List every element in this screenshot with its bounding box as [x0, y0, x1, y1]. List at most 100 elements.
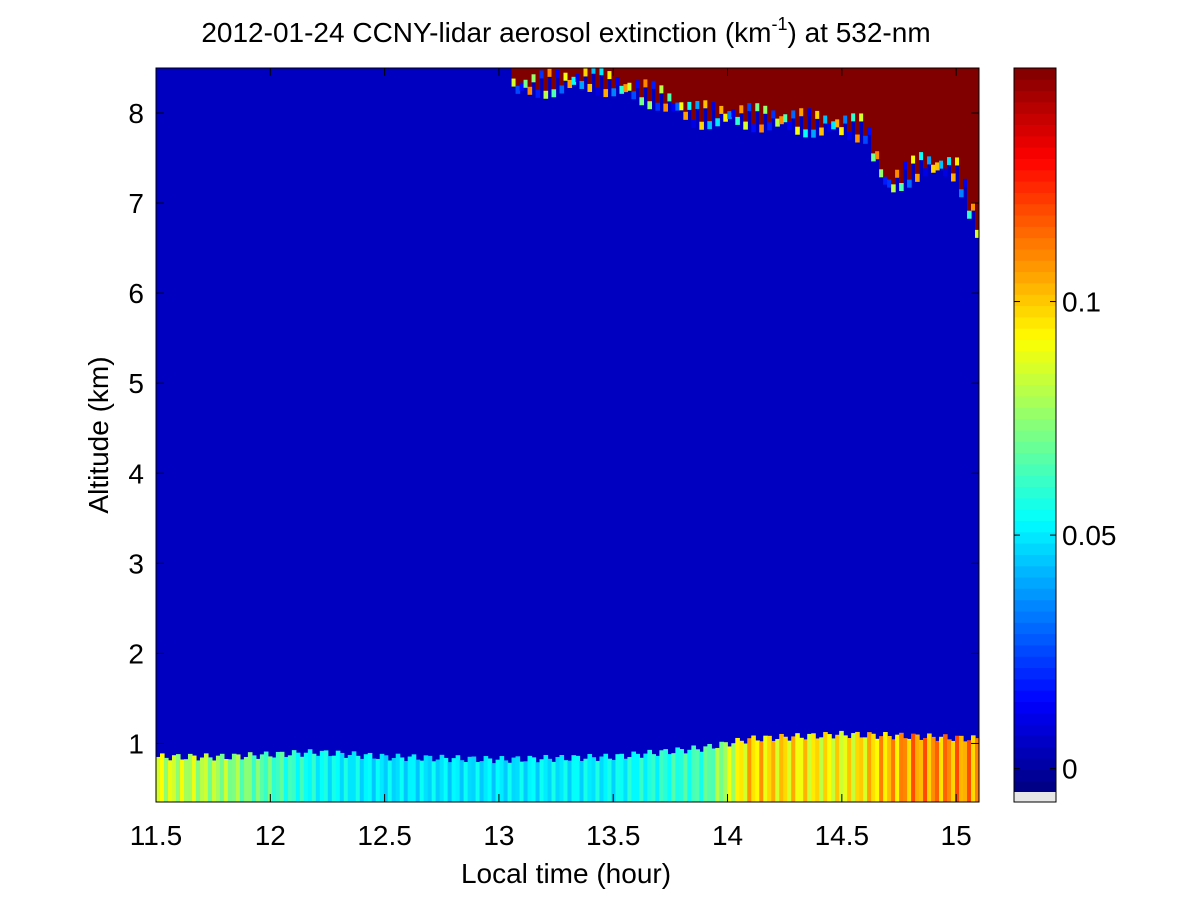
boundary-layer-cell [619, 753, 625, 802]
boundary-layer-cell [195, 760, 201, 802]
boundary-layer-cell [839, 730, 844, 802]
cirrus-cell [963, 68, 968, 181]
colorbar-swatch [1014, 565, 1056, 578]
boundary-layer-cell [483, 756, 489, 802]
cirrus-cell [915, 68, 920, 176]
colorbar-swatch [1014, 384, 1056, 397]
colorbar-tick-label: 0.1 [1062, 287, 1101, 318]
boundary-layer-cell [163, 757, 169, 802]
cirrus-edge-cell [547, 68, 553, 77]
cirrus-cell [559, 68, 565, 88]
cirrus-cell [851, 68, 856, 116]
cirrus-edge-cell [775, 118, 780, 127]
colorbar-swatch [1014, 192, 1056, 205]
boundary-layer-cell [767, 735, 772, 802]
cirrus-edge-cell [803, 129, 808, 138]
boundary-layer-cell [915, 734, 920, 802]
cirrus-edge-cell [927, 156, 932, 165]
cirrus-cell [627, 68, 633, 85]
cirrus-edge-cell [907, 179, 912, 188]
boundary-layer-cell [879, 736, 884, 802]
cirrus-edge-cell [607, 71, 613, 80]
cirrus-edge-cell [635, 80, 641, 89]
boundary-layer-cell [923, 737, 928, 802]
boundary-layer-cell [743, 743, 748, 802]
boundary-layer-cell [447, 762, 453, 802]
boundary-layer-cell [531, 757, 537, 802]
cirrus-edge-cell [795, 126, 800, 135]
cirrus-cell [635, 68, 641, 83]
colorbar-swatch [1014, 124, 1056, 137]
colorbar-swatch [1014, 271, 1056, 284]
boundary-layer-cell [827, 734, 832, 802]
boundary-layer-cell [787, 740, 792, 802]
cirrus-cell [539, 68, 545, 73]
cirrus-edge-cell [539, 70, 545, 79]
cirrus-edge-cell [935, 162, 940, 171]
boundary-layer-cell [943, 734, 948, 802]
boundary-layer-cell [935, 740, 940, 802]
cirrus-cell [639, 68, 645, 100]
colorbar-swatch [1014, 407, 1056, 420]
boundary-layer-cell [671, 753, 676, 802]
colorbar-swatch [1014, 554, 1056, 567]
cirrus-edge-cell [643, 79, 649, 88]
boundary-layer-cell [899, 732, 904, 802]
cirrus-edge-cell [687, 101, 692, 110]
cirrus-edge-cell [707, 121, 712, 130]
boundary-layer-cell [287, 755, 293, 802]
cirrus-cell [595, 68, 601, 90]
colorbar-swatch [1014, 452, 1056, 465]
boundary-layer-cell [659, 750, 664, 802]
boundary-layer-cell [175, 754, 181, 802]
cirrus-cell [895, 68, 900, 172]
boundary-layer-cell [687, 749, 692, 802]
boundary-layer-cell [699, 751, 704, 802]
cirrus-edge-cell [599, 68, 605, 76]
cirrus-edge-cell [811, 129, 816, 138]
colorbar-swatch [1014, 599, 1056, 612]
boundary-layer-cell [475, 762, 481, 802]
colorbar-swatch [1014, 350, 1056, 363]
cirrus-edge-cell [799, 108, 804, 117]
cirrus-edge-cell [511, 78, 517, 87]
colorbar-swatch [1014, 316, 1056, 329]
boundary-layer-cell [283, 756, 289, 802]
cirrus-cell [579, 68, 585, 83]
boundary-layer-cell [955, 735, 960, 802]
boundary-layer-cell [863, 737, 868, 802]
x-tick-label: 12.5 [357, 820, 412, 851]
boundary-layer-cell [395, 753, 401, 802]
colorbar-swatch [1014, 441, 1056, 454]
cirrus-edge-cell [715, 118, 720, 127]
colorbar-swatch [1014, 260, 1056, 273]
cirrus-edge-cell [959, 189, 964, 198]
cirrus-cell [795, 68, 800, 129]
cirrus-cell [835, 68, 840, 122]
colorbar-swatch [1014, 101, 1056, 114]
cirrus-edge-cell [571, 76, 577, 85]
cirrus-cell [771, 68, 776, 113]
boundary-layer-cell [927, 733, 932, 802]
boundary-layer-cell [871, 733, 876, 802]
boundary-layer-cell [423, 755, 429, 802]
boundary-layer-cell [359, 758, 365, 802]
boundary-layer-cell [303, 752, 309, 802]
colorbar-swatch [1014, 362, 1056, 374]
colorbar-swatch [1014, 509, 1056, 521]
colorbar-swatch [1014, 611, 1056, 623]
cirrus-cell [679, 68, 684, 105]
boundary-layer-cell [679, 749, 684, 802]
cirrus-cell [743, 68, 748, 124]
colorbar-swatch [1014, 226, 1056, 239]
cirrus-edge-cell [911, 155, 916, 164]
cirrus-cell [819, 68, 824, 130]
colorbar-swatch [1014, 531, 1056, 544]
boundary-layer-cell [727, 746, 732, 802]
boundary-layer-cell [587, 753, 593, 802]
cirrus-edge-cell [951, 173, 956, 182]
boundary-layer-cell [215, 755, 221, 802]
boundary-layer-cell [583, 758, 589, 802]
boundary-layer-cell [967, 740, 972, 802]
cirrus-edge-cell [575, 73, 581, 82]
